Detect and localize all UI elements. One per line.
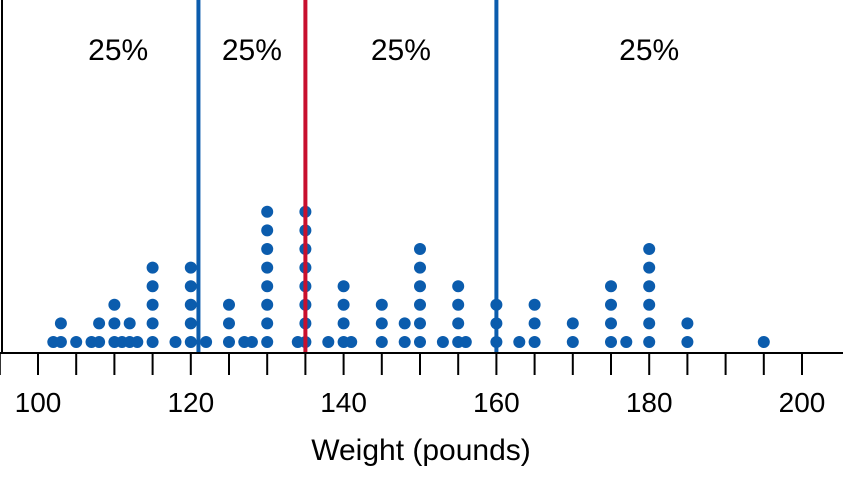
data-dot [414, 317, 426, 330]
data-dot [261, 280, 274, 293]
percent-label: 25% [619, 34, 679, 67]
data-dot [681, 336, 694, 348]
data-dot [459, 336, 472, 348]
data-dot [398, 336, 411, 348]
data-dot [184, 261, 197, 274]
data-dot [123, 317, 136, 330]
x-tick-label: 160 [473, 387, 520, 418]
data-dot [528, 298, 541, 311]
data-dot [261, 336, 274, 348]
data-dot [643, 336, 656, 348]
data-dot [398, 317, 411, 330]
x-axis-ticks [0, 353, 803, 375]
data-dot [184, 298, 197, 311]
data-dot [54, 317, 67, 330]
data-dot [566, 336, 579, 348]
data-dot [757, 336, 770, 348]
data-dot [261, 205, 274, 218]
x-tick-label: 100 [15, 387, 62, 418]
data-dot [414, 261, 426, 274]
data-dot [261, 298, 274, 311]
data-dot [643, 243, 656, 255]
data-dot [93, 336, 106, 348]
data-dot [146, 336, 159, 348]
x-tick-label: 180 [626, 387, 673, 418]
data-dot [337, 280, 350, 293]
data-dot [261, 261, 274, 274]
data-dot [605, 298, 617, 311]
data-dot [643, 317, 656, 330]
percent-label: 25% [371, 34, 431, 67]
data-dot [375, 317, 388, 330]
data-dot [54, 336, 67, 348]
data-dot [643, 261, 656, 274]
data-dot [261, 317, 274, 330]
data-dot [452, 280, 465, 293]
data-dot [452, 298, 465, 311]
data-dot [528, 336, 541, 348]
data-dot [643, 298, 656, 311]
x-tick-label: 200 [779, 387, 826, 418]
data-dot [146, 298, 159, 311]
data-dot [93, 317, 106, 330]
data-dot [184, 336, 197, 348]
data-dot [513, 336, 526, 348]
quartile-lines [196, 0, 499, 353]
data-dot [108, 317, 121, 330]
data-dot [200, 336, 213, 348]
data-dot [414, 298, 426, 311]
data-dot [337, 317, 350, 330]
data-dot [146, 261, 159, 274]
data-dot [414, 243, 426, 255]
data-dot [184, 317, 197, 330]
data-dot [605, 317, 617, 330]
data-dot [566, 317, 579, 330]
data-dot [337, 298, 350, 311]
data-dot [261, 224, 274, 237]
percent-label: 25% [88, 34, 148, 67]
data-dot [605, 336, 617, 348]
data-dot [414, 280, 426, 293]
dots-layer [47, 205, 770, 348]
data-dot [223, 317, 235, 330]
data-dot [345, 336, 358, 348]
x-tick-label: 120 [167, 387, 214, 418]
data-dot [169, 336, 182, 348]
data-dot [375, 298, 388, 311]
data-dot [681, 317, 694, 330]
data-dot [414, 336, 426, 348]
percent-label: 25% [222, 34, 282, 67]
data-dot [605, 280, 617, 293]
data-dot [452, 317, 465, 330]
percent-annotations: 25% 25% 25% 25% [88, 34, 679, 67]
data-dot [375, 336, 388, 348]
data-dot [528, 317, 541, 330]
data-dot [70, 336, 83, 348]
data-dot [436, 336, 449, 348]
data-dot [108, 298, 121, 311]
data-dot [223, 298, 235, 311]
data-dot [223, 336, 235, 348]
x-tick-label: 140 [320, 387, 367, 418]
data-dot [184, 280, 197, 293]
data-dot [643, 280, 656, 293]
data-dot [146, 280, 159, 293]
data-dot [261, 243, 274, 255]
data-dot [131, 336, 144, 348]
data-dot [620, 336, 633, 348]
data-dot [322, 336, 335, 348]
data-dot [146, 317, 159, 330]
data-dot [245, 336, 258, 348]
x-axis-label: Weight (pounds) [311, 434, 531, 467]
x-axis-tick-labels: 100 120 140 160 180 200 [15, 387, 826, 418]
